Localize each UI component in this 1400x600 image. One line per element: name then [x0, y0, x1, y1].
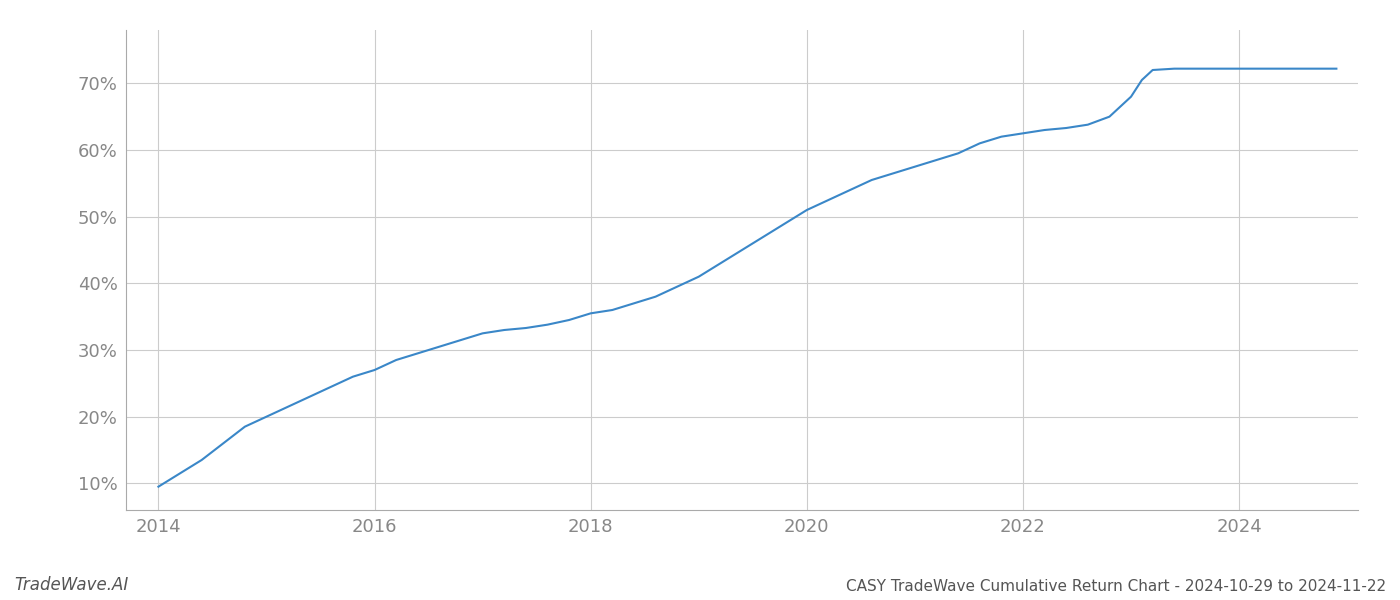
Text: TradeWave.AI: TradeWave.AI: [14, 576, 129, 594]
Text: CASY TradeWave Cumulative Return Chart - 2024-10-29 to 2024-11-22: CASY TradeWave Cumulative Return Chart -…: [846, 579, 1386, 594]
